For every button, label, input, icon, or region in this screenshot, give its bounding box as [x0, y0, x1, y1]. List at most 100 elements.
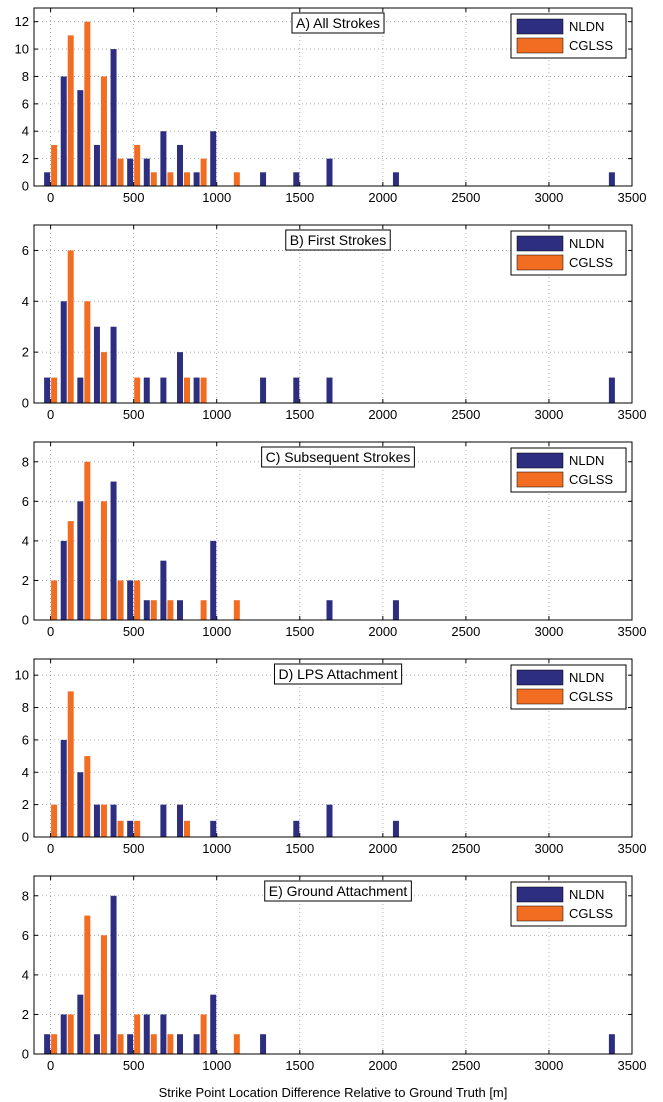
axes-frame — [33, 224, 633, 404]
bar-nldn — [127, 820, 134, 837]
x-tick-label: 1000 — [202, 407, 231, 422]
bar-nldn — [177, 600, 183, 620]
panel-title: A) All Strokes — [296, 15, 380, 31]
panel-title: B) First Strokes — [290, 232, 386, 248]
bar-nldn — [77, 90, 84, 186]
bar-nldn — [143, 377, 150, 403]
legend-label: NLDN — [569, 670, 604, 685]
bar-cglss — [134, 144, 141, 186]
panel-c: 0 2 4 6 8 0 500 1000 1500 2000 2500 3000 3500 C) Subs… — [22, 441, 647, 639]
bar-nldn — [260, 1034, 267, 1054]
y-tick-label: 4 — [22, 294, 29, 309]
y-tick-label: 0 — [22, 1047, 29, 1062]
bar-cglss — [67, 1014, 74, 1054]
bar-cglss — [150, 1034, 157, 1054]
x-tick-label: 1000 — [202, 1058, 231, 1073]
bar-nldn — [44, 1034, 51, 1054]
bar-nldn — [326, 158, 333, 186]
y-tick-label: 8 — [22, 454, 29, 469]
panel-a: 0 2 4 6 8 10 12 0 500 1000 1500 2000 2500 3000 3500 A) … — [15, 7, 647, 205]
bar-cglss — [100, 76, 107, 186]
panel-title: C) Subsequent Strokes — [266, 449, 411, 465]
bar-nldn — [60, 540, 67, 620]
y-tick-label: 6 — [22, 494, 29, 509]
legend-swatch-cglss — [516, 471, 564, 488]
bar-cglss — [184, 377, 190, 403]
bar-nldn — [210, 820, 217, 837]
bar-nldn — [193, 1034, 200, 1054]
axes-frame — [33, 7, 633, 187]
bar-nldn — [77, 377, 84, 403]
bar-nldn — [160, 131, 167, 186]
bar-cglss — [117, 820, 124, 837]
bar-nldn — [293, 820, 300, 837]
x-tick-label: 3000 — [534, 841, 563, 856]
x-tick-label: 0 — [47, 841, 54, 856]
x-tick-label: 1500 — [285, 624, 314, 639]
bar-nldn — [392, 172, 399, 186]
x-tick-label: 3500 — [618, 624, 647, 639]
bar-nldn — [93, 804, 100, 837]
x-tick-label: 500 — [123, 841, 145, 856]
bar-cglss — [200, 158, 207, 186]
legend-label: CGLSS — [569, 472, 613, 487]
bar-nldn — [392, 600, 399, 620]
x-tick-label: 3000 — [534, 190, 563, 205]
legend-label: CGLSS — [569, 38, 613, 53]
y-tick-label: 4 — [22, 967, 29, 982]
y-tick-label: 8 — [22, 888, 29, 903]
x-tick-label: 2500 — [451, 1058, 480, 1073]
bar-cglss — [167, 172, 174, 186]
legend-label: CGLSS — [569, 255, 613, 270]
bar-cglss — [184, 820, 190, 837]
bar-nldn — [127, 580, 134, 620]
bar-nldn — [93, 1034, 100, 1054]
bar-nldn — [210, 131, 217, 186]
bar-cglss — [117, 580, 124, 620]
x-tick-label: 0 — [47, 407, 54, 422]
bar-cglss — [233, 600, 240, 620]
legend-swatch-nldn — [516, 235, 564, 252]
x-tick-label: 2000 — [368, 841, 397, 856]
bar-nldn — [93, 326, 100, 403]
bar-nldn — [77, 501, 84, 620]
bar-nldn — [260, 377, 267, 403]
x-tick-label: 3500 — [618, 190, 647, 205]
y-tick-label: 12 — [15, 14, 29, 29]
bar-cglss — [84, 461, 91, 620]
x-tick-label: 500 — [123, 624, 145, 639]
y-tick-label: 2 — [22, 345, 29, 360]
y-tick-label: 2 — [22, 573, 29, 588]
bar-cglss — [200, 600, 207, 620]
x-tick-label: 1000 — [202, 841, 231, 856]
bar-nldn — [177, 352, 183, 403]
y-tick-label: 4 — [22, 765, 29, 780]
bar-nldn — [193, 377, 200, 403]
x-tick-label: 3500 — [618, 841, 647, 856]
y-tick-label: 8 — [22, 69, 29, 84]
bar-cglss — [67, 521, 74, 620]
bar-nldn — [608, 377, 615, 403]
bar-cglss — [51, 377, 58, 403]
x-axis-label: Strike Point Location Difference Relativ… — [159, 1085, 508, 1100]
bar-nldn — [160, 560, 167, 620]
legend-swatch-cglss — [516, 37, 564, 54]
bar-nldn — [326, 600, 333, 620]
bar-cglss — [51, 580, 58, 620]
bar-nldn — [60, 76, 67, 186]
panel-d: 0 2 4 6 8 10 0 500 1000 1500 2000 2500 3000 3500 D) LP… — [15, 658, 647, 856]
x-tick-label: 1500 — [285, 841, 314, 856]
x-tick-label: 2500 — [451, 407, 480, 422]
legend-swatch-cglss — [516, 688, 564, 705]
bar-nldn — [110, 326, 117, 403]
x-tick-label: 1500 — [285, 190, 314, 205]
bar-nldn — [143, 1014, 150, 1054]
bar-cglss — [200, 1014, 207, 1054]
x-tick-label: 2000 — [368, 624, 397, 639]
bar-cglss — [167, 600, 174, 620]
bar-nldn — [77, 994, 84, 1054]
legend-label: CGLSS — [569, 689, 613, 704]
x-tick-label: 1000 — [202, 624, 231, 639]
bar-cglss — [117, 158, 124, 186]
